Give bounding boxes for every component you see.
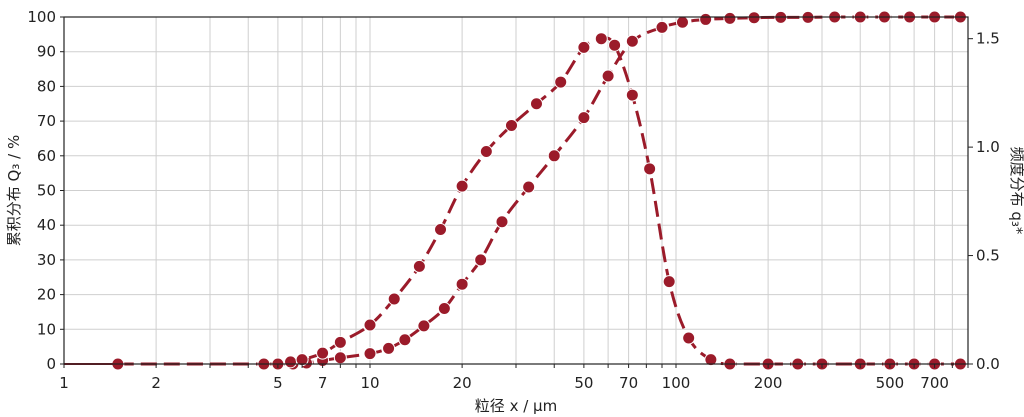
y-right-tick-label: 0.5	[976, 247, 1000, 265]
series-2-point	[662, 275, 676, 289]
series-1-point	[455, 277, 469, 291]
series-2-line	[263, 36, 961, 366]
series-2-point	[412, 259, 426, 273]
series-2-point	[363, 318, 377, 332]
series-2-point	[504, 118, 518, 132]
x-tick-label: 2	[151, 374, 161, 392]
y-left-tick-label: 100	[27, 8, 56, 26]
tick-layer: 1 2 5 7 10 20 50 70 100 200 500 700 0 10 20 30 40 50 60 70 8…	[27, 8, 1000, 392]
series-2-point	[455, 179, 469, 193]
y-left-tick-label: 40	[37, 216, 56, 234]
x-tick-label: 50	[574, 374, 593, 392]
grid-layer	[63, 16, 969, 365]
x-tick-label: 70	[619, 374, 638, 392]
x-tick-label: 7	[318, 374, 328, 392]
series-2-point	[479, 144, 493, 158]
x-tick-label: 1	[59, 374, 69, 392]
series-2-point	[625, 88, 639, 102]
series-2-point	[704, 353, 718, 367]
y-left-axis-title: 累积分布 Q₃ / %	[5, 135, 23, 246]
series-1-point	[417, 319, 431, 333]
series-1-point	[398, 333, 412, 347]
series-2-point	[643, 162, 657, 176]
x-tick-label: 20	[453, 374, 472, 392]
x-tick-label: 500	[876, 374, 905, 392]
y-left-tick-label: 0	[46, 355, 56, 373]
series-2-point	[434, 223, 448, 237]
series-1-point	[437, 301, 451, 315]
y-left-tick-label: 70	[37, 112, 56, 130]
series-1-point	[625, 34, 639, 48]
x-tick-label: 700	[920, 374, 949, 392]
x-axis-title: 粒径 x / μm	[475, 397, 557, 415]
series-1-point	[382, 341, 396, 355]
x-tick-label: 200	[754, 374, 783, 392]
series-2-point	[608, 38, 622, 52]
series-2-point	[284, 355, 298, 369]
y-right-axis-title: 频度分布 q₃*	[1008, 147, 1024, 235]
y-left-tick-label: 90	[37, 43, 56, 61]
x-tick-label: 10	[360, 374, 379, 392]
series-1-point	[495, 215, 509, 229]
y-right-tick-label: 1.0	[976, 138, 1000, 156]
series-1-point	[522, 180, 536, 194]
series-1-point	[601, 69, 615, 83]
series-2-point	[682, 331, 696, 345]
series-1-point	[655, 20, 669, 34]
series-2-point	[554, 75, 568, 89]
series-2-point	[316, 346, 330, 360]
series-1-point	[577, 111, 591, 125]
y-right-tick-label: 1.5	[976, 30, 1000, 48]
y-left-tick-label: 80	[37, 77, 56, 95]
series-1-point	[723, 11, 737, 25]
series-2-point	[387, 292, 401, 306]
y-left-tick-label: 50	[37, 182, 56, 200]
series-1-point	[474, 253, 488, 267]
series-1-point	[699, 12, 713, 26]
y-left-tick-label: 60	[37, 147, 56, 165]
x-tick-label: 100	[662, 374, 691, 392]
x-tick-label: 5	[273, 374, 283, 392]
series-2-point	[529, 97, 543, 111]
series-1-point	[547, 149, 561, 163]
y-left-tick-label: 30	[37, 251, 56, 269]
y-right-tick-label: 0.0	[976, 355, 1000, 373]
series-1-point	[363, 347, 377, 361]
series-1-point	[675, 15, 689, 29]
y-left-tick-label: 20	[37, 286, 56, 304]
series-1-point	[333, 351, 347, 365]
series-2-point	[577, 40, 591, 54]
series-2-point	[594, 32, 608, 46]
y-left-tick-label: 10	[37, 320, 56, 338]
series-2-point	[333, 335, 347, 349]
series-1-point	[747, 11, 761, 25]
